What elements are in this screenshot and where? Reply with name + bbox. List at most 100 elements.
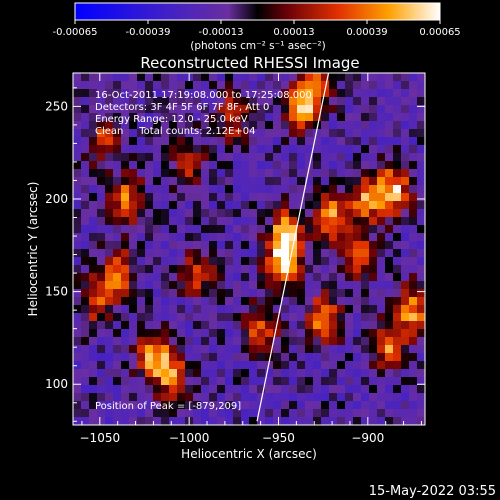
heatmap-cell [345, 313, 354, 322]
heatmap-cell [193, 105, 202, 114]
heatmap-cell [241, 145, 250, 154]
heatmap-cell [177, 89, 186, 98]
heatmap-cell [225, 369, 234, 378]
heatmap-cell [233, 73, 242, 82]
heatmap-cell [361, 225, 370, 234]
heatmap-cell [361, 73, 370, 82]
heatmap-cell [161, 393, 170, 402]
heatmap-cell [185, 265, 194, 274]
heatmap-cell [369, 185, 378, 194]
heatmap-cell [401, 169, 410, 178]
heatmap-cell [393, 153, 402, 162]
heatmap-cell [233, 161, 242, 170]
heatmap-cell [369, 89, 378, 98]
heatmap-cell [225, 201, 234, 210]
heatmap-cell [137, 409, 146, 418]
heatmap-cell [113, 409, 122, 418]
heatmap-cell [185, 121, 194, 130]
heatmap-cell [353, 273, 362, 282]
heatmap-cell [217, 321, 226, 330]
heatmap-cell [97, 361, 106, 370]
heatmap-cell [289, 153, 298, 162]
heatmap-cell [273, 329, 282, 338]
heatmap-cell [393, 177, 402, 186]
heatmap-cell [153, 361, 162, 370]
heatmap-cell [185, 345, 194, 354]
heatmap-cell [97, 289, 106, 298]
heatmap-cell [113, 185, 122, 194]
heatmap-cell [385, 73, 394, 82]
heatmap-cell [257, 129, 266, 138]
heatmap-cell [153, 201, 162, 210]
heatmap-cell [281, 265, 290, 274]
heatmap-cell [281, 217, 290, 226]
heatmap-cell [377, 177, 386, 186]
heatmap-cell [113, 241, 122, 250]
heatmap-cell [265, 241, 274, 250]
heatmap-cell [329, 377, 338, 386]
heatmap-cell [73, 113, 82, 122]
heatmap-cell [145, 121, 154, 130]
annotation-time-range: 16-Oct-2011 17:19:08.000 to 17:25:08.000 [95, 90, 312, 101]
heatmap-cell [417, 401, 425, 410]
heatmap-cell [185, 321, 194, 330]
heatmap-cell [209, 97, 218, 106]
heatmap-cell [121, 321, 130, 330]
heatmap-cell [321, 145, 330, 154]
heatmap-cell [401, 209, 410, 218]
heatmap-cell [225, 233, 234, 242]
heatmap-cell [289, 297, 298, 306]
heatmap-cell [385, 273, 394, 282]
heatmap-cell [265, 249, 274, 258]
heatmap-cell [233, 257, 242, 266]
heatmap-cell [257, 329, 266, 338]
heatmap-cell [265, 321, 274, 330]
heatmap-cell [217, 81, 226, 90]
heatmap-cell [129, 73, 138, 82]
heatmap-cell [193, 361, 202, 370]
heatmap-cell [185, 329, 194, 338]
heatmap-cell [297, 145, 306, 154]
heatmap-cell [185, 353, 194, 362]
heatmap-cell [169, 129, 178, 138]
heatmap-cell [241, 81, 250, 90]
heatmap-cell [193, 81, 202, 90]
heatmap-cell [225, 297, 234, 306]
heatmap-cell [121, 97, 130, 106]
heatmap-cell [289, 177, 298, 186]
heatmap-cell [401, 401, 410, 410]
heatmap-cell [161, 177, 170, 186]
heatmap-cell [113, 353, 122, 362]
heatmap-cell [201, 137, 210, 146]
heatmap-cell [321, 121, 330, 130]
heatmap-cell [137, 201, 146, 210]
heatmap-cell [153, 161, 162, 170]
heatmap-cell [201, 369, 210, 378]
heatmap-cell [369, 137, 378, 146]
heatmap-cell [73, 169, 82, 178]
heatmap-cell [313, 377, 322, 386]
heatmap-cell [313, 321, 322, 330]
heatmap-cell [153, 105, 162, 114]
heatmap-cell [121, 225, 130, 234]
heatmap-cell [385, 153, 394, 162]
heatmap-cell [81, 297, 90, 306]
heatmap-cell [409, 369, 418, 378]
heatmap-cell [97, 89, 106, 98]
heatmap-cell [177, 297, 186, 306]
heatmap-cell [153, 169, 162, 178]
heatmap-cell [129, 281, 138, 290]
heatmap-cell [121, 81, 130, 90]
heatmap-cell [361, 89, 370, 98]
heatmap-cell [217, 153, 226, 162]
heatmap-cell [153, 305, 162, 314]
heatmap-cell [249, 329, 258, 338]
heatmap-cell [177, 145, 186, 154]
heatmap-cell [113, 249, 122, 258]
heatmap-cell [185, 273, 194, 282]
heatmap-cell [81, 97, 90, 106]
heatmap-cell [353, 169, 362, 178]
heatmap-cell [385, 145, 394, 154]
heatmap-cell [273, 169, 282, 178]
heatmap-cell [257, 353, 266, 362]
